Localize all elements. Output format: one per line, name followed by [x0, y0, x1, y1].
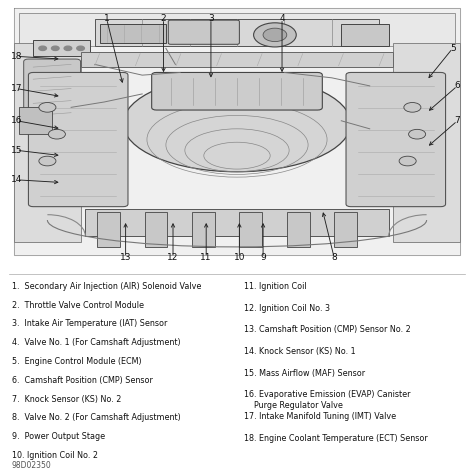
Bar [287, 212, 310, 247]
Bar [81, 52, 393, 67]
Text: 13. Camshaft Position (CMP) Sensor No. 2: 13. Camshaft Position (CMP) Sensor No. 2 [244, 325, 411, 334]
Bar [19, 13, 455, 46]
Bar [145, 212, 167, 247]
Circle shape [77, 46, 84, 50]
Text: 3: 3 [208, 14, 214, 23]
Bar [100, 24, 166, 43]
Text: 10. Ignition Coil No. 2: 10. Ignition Coil No. 2 [12, 451, 98, 460]
Bar [334, 212, 357, 247]
Text: 4.  Valve No. 1 (For Camshaft Adjustment): 4. Valve No. 1 (For Camshaft Adjustment) [12, 338, 181, 347]
Text: 7.  Knock Sensor (KS) No. 2: 7. Knock Sensor (KS) No. 2 [12, 395, 121, 404]
Text: 8: 8 [331, 253, 337, 262]
FancyBboxPatch shape [28, 73, 128, 207]
Text: 7: 7 [455, 116, 460, 125]
Polygon shape [14, 8, 460, 255]
Text: 8.  Valve No. 2 (For Camshaft Adjustment): 8. Valve No. 2 (For Camshaft Adjustment) [12, 413, 181, 422]
Text: 12. Ignition Coil No. 3: 12. Ignition Coil No. 3 [244, 304, 330, 313]
Text: 4: 4 [279, 14, 285, 23]
Bar [33, 40, 90, 57]
Bar [239, 212, 262, 247]
Bar [19, 107, 52, 134]
Text: 2.  Throttle Valve Control Module: 2. Throttle Valve Control Module [12, 301, 144, 310]
Text: 6: 6 [455, 81, 460, 90]
FancyBboxPatch shape [393, 43, 460, 241]
Text: 16: 16 [11, 116, 22, 125]
Bar [85, 209, 389, 236]
Text: 18. Engine Coolant Temperature (ECT) Sensor: 18. Engine Coolant Temperature (ECT) Sen… [244, 434, 428, 443]
FancyBboxPatch shape [152, 73, 322, 110]
Text: 5.  Engine Control Module (ECM): 5. Engine Control Module (ECM) [12, 357, 141, 366]
Text: 6.  Camshaft Position (CMP) Sensor: 6. Camshaft Position (CMP) Sensor [12, 376, 153, 385]
Text: 14. Knock Sensor (KS) No. 1: 14. Knock Sensor (KS) No. 1 [244, 347, 356, 356]
Circle shape [39, 103, 56, 112]
Text: 17. Intake Manifold Tuning (IMT) Valve: 17. Intake Manifold Tuning (IMT) Valve [244, 412, 396, 421]
Text: 17: 17 [11, 84, 22, 93]
Text: 10: 10 [234, 253, 245, 262]
FancyBboxPatch shape [14, 43, 81, 241]
Circle shape [409, 129, 426, 139]
Text: 11. Ignition Coil: 11. Ignition Coil [244, 282, 307, 291]
FancyBboxPatch shape [24, 59, 81, 124]
Bar [341, 24, 389, 46]
Text: 9.  Power Output Stage: 9. Power Output Stage [12, 432, 105, 441]
FancyBboxPatch shape [346, 73, 446, 207]
Text: 14: 14 [11, 175, 22, 184]
Text: 1: 1 [104, 14, 109, 23]
Text: 3.  Intake Air Temperature (IAT) Sensor: 3. Intake Air Temperature (IAT) Sensor [12, 319, 167, 328]
Text: 15: 15 [11, 146, 22, 155]
FancyBboxPatch shape [168, 20, 239, 44]
Bar [95, 19, 379, 46]
Text: 11: 11 [201, 253, 212, 262]
Circle shape [254, 23, 296, 47]
Bar [97, 212, 120, 247]
Circle shape [64, 46, 72, 50]
Circle shape [399, 156, 416, 166]
Text: 9: 9 [260, 253, 266, 262]
Circle shape [404, 103, 421, 112]
Text: 18: 18 [11, 52, 22, 61]
Text: 12: 12 [167, 253, 179, 262]
Text: 98D02350: 98D02350 [12, 461, 52, 470]
Text: 1.  Secondary Air Injection (AIR) Solenoid Valve: 1. Secondary Air Injection (AIR) Solenoi… [12, 282, 201, 291]
Ellipse shape [123, 75, 351, 172]
Bar [192, 212, 215, 247]
Circle shape [48, 129, 65, 139]
Text: 5: 5 [450, 44, 456, 53]
Text: 15. Mass Airflow (MAF) Sensor: 15. Mass Airflow (MAF) Sensor [244, 369, 365, 378]
Circle shape [39, 46, 46, 50]
Circle shape [263, 28, 287, 42]
Text: 16. Evaporative Emission (EVAP) Canister
    Purge Regulator Valve: 16. Evaporative Emission (EVAP) Canister… [244, 390, 410, 409]
Circle shape [39, 156, 56, 166]
Text: 13: 13 [120, 253, 131, 262]
Circle shape [52, 46, 59, 50]
Text: 2: 2 [161, 14, 166, 23]
